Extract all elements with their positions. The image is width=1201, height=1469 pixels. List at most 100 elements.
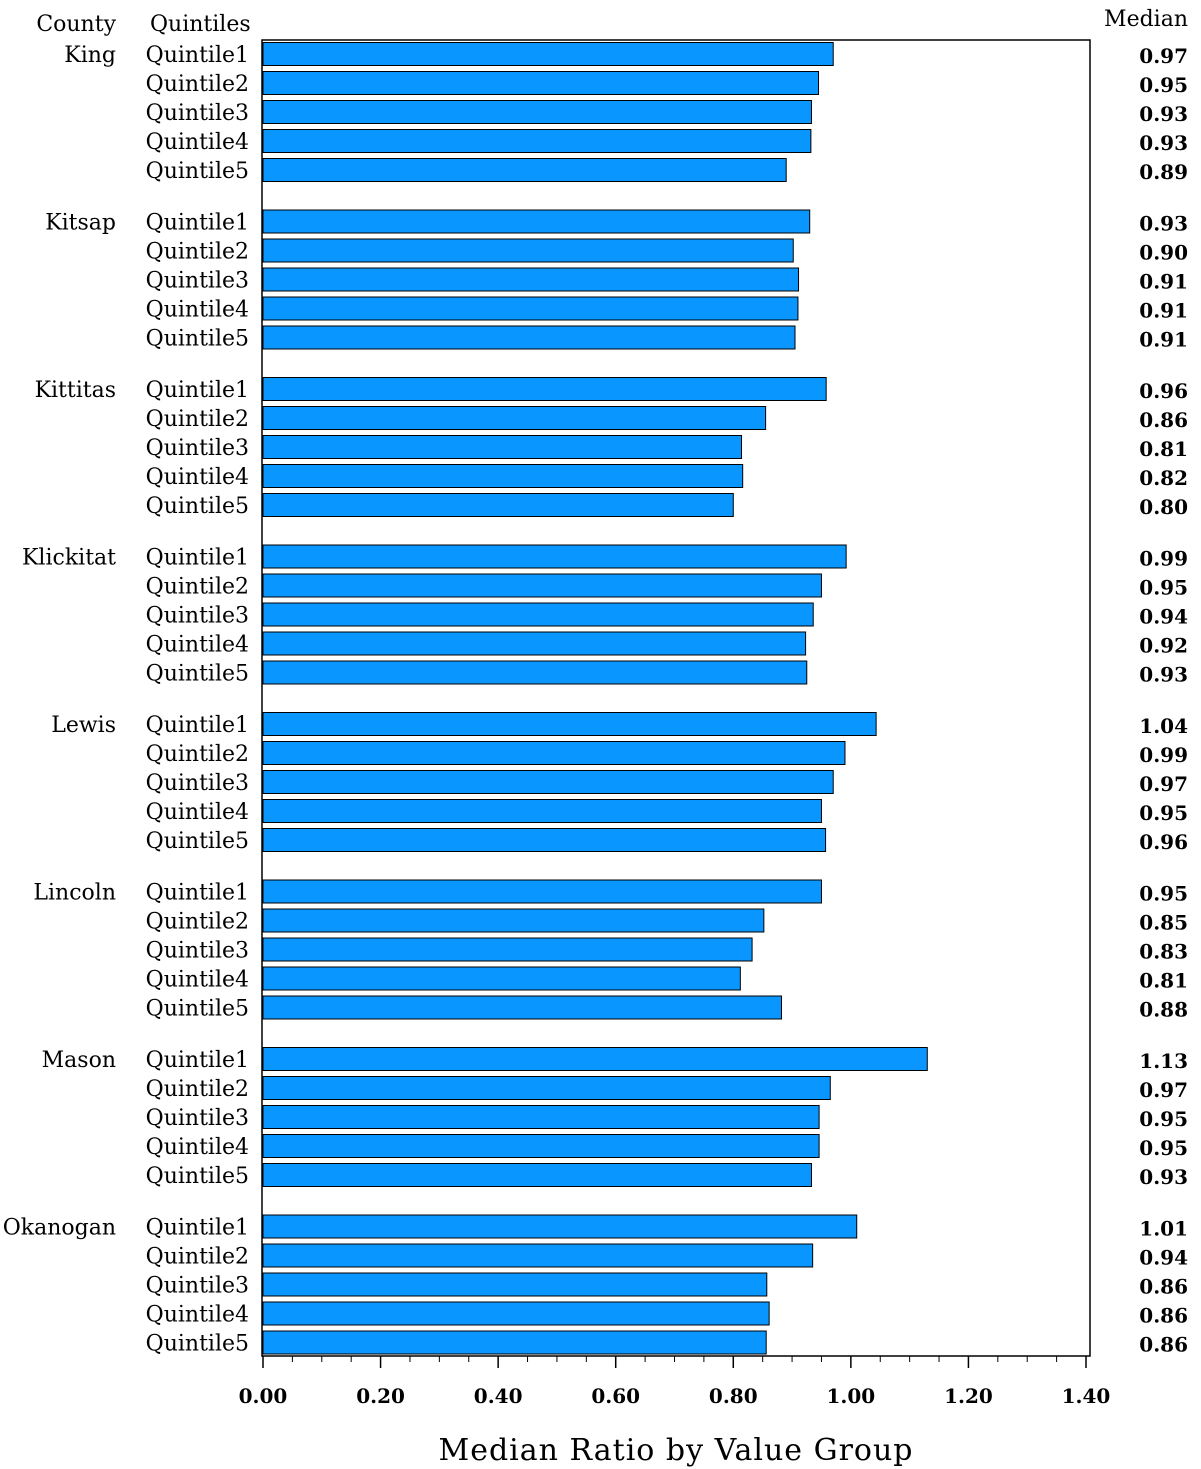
median-value-label: 0.95 <box>1139 882 1188 906</box>
median-value-label: 0.93 <box>1139 663 1188 687</box>
quintile-label: Quintile5 <box>146 327 249 352</box>
quintile-label: Quintile1 <box>146 1216 249 1241</box>
quintile-label: Quintile1 <box>146 713 249 738</box>
median-value-label: 0.86 <box>1139 1275 1188 1299</box>
x-tick-label: 1.20 <box>944 1384 993 1408</box>
quintile-label: Quintile1 <box>146 211 249 236</box>
bar <box>262 325 796 350</box>
quintile-label: Quintile4 <box>146 968 249 993</box>
median-value-label: 0.96 <box>1139 830 1188 854</box>
county-label: Lewis <box>51 713 116 738</box>
quintile-label: Quintile4 <box>146 1135 249 1160</box>
quintile-label: Quintile4 <box>146 800 249 825</box>
median-value-label: 0.91 <box>1139 328 1188 352</box>
median-value-label: 0.93 <box>1139 212 1188 236</box>
quintile-label: Quintile3 <box>146 101 249 126</box>
bar <box>262 1301 770 1326</box>
quintile-label: Quintile5 <box>146 1164 249 1189</box>
bar <box>262 209 811 234</box>
county-label: Okanogan <box>3 1216 116 1241</box>
county-label: King <box>64 43 116 68</box>
median-value-label: 0.86 <box>1139 1333 1188 1357</box>
median-value-label: 0.97 <box>1139 1078 1188 1102</box>
median-value-label: 1.04 <box>1139 714 1188 738</box>
bar <box>262 937 753 962</box>
quintile-label: Quintile4 <box>146 130 249 155</box>
bar <box>262 573 822 598</box>
bar <box>262 741 846 765</box>
x-tick-label: 0.80 <box>709 1384 758 1408</box>
quintile-label: Quintile1 <box>146 43 249 68</box>
median-value-label: 1.13 <box>1139 1049 1188 1073</box>
county-header: County <box>36 12 116 37</box>
median-value-label: 0.97 <box>1139 772 1188 796</box>
quintile-label: Quintile1 <box>146 1048 249 1073</box>
county-label: Kitsap <box>45 211 116 236</box>
median-value-label: 0.81 <box>1139 437 1188 461</box>
bar <box>262 435 743 459</box>
bar <box>262 602 814 627</box>
county-label: Mason <box>42 1048 116 1073</box>
bar <box>262 770 834 794</box>
county-label: Lincoln <box>33 881 116 906</box>
median-value-label: 0.99 <box>1139 743 1188 767</box>
quintile-label: Quintile2 <box>146 1245 249 1270</box>
x-tick-label: 0.00 <box>239 1384 288 1408</box>
quintile-label: Quintile4 <box>146 465 249 490</box>
median-value-label: 0.86 <box>1139 408 1188 432</box>
quintile-label: Quintile1 <box>146 546 249 571</box>
bar <box>262 129 812 153</box>
median-value-label: 0.91 <box>1139 270 1188 294</box>
median-value-label: 0.89 <box>1139 160 1188 184</box>
quintile-label: Quintile3 <box>146 1274 249 1299</box>
x-axis-title: Median Ratio by Value Group <box>438 1433 913 1468</box>
median-value-label: 0.94 <box>1139 1246 1188 1270</box>
bar <box>262 464 744 488</box>
median-value-label: 0.95 <box>1139 1107 1188 1131</box>
bar <box>262 966 741 991</box>
median-value-label: 0.88 <box>1139 998 1188 1022</box>
median-value-label: 0.94 <box>1139 605 1188 629</box>
bar <box>262 267 800 292</box>
quintiles-header: Quintiles <box>150 12 251 37</box>
median-value-label: 1.01 <box>1139 1217 1188 1241</box>
quintile-label: Quintile3 <box>146 604 249 629</box>
x-tick-label: 0.20 <box>356 1384 405 1408</box>
median-value-label: 0.92 <box>1139 634 1188 658</box>
quintile-label: Quintile5 <box>146 159 249 184</box>
quintile-label: Quintile2 <box>146 575 249 600</box>
median-value-label: 0.97 <box>1139 44 1188 68</box>
quintile-label: Quintile3 <box>146 1106 249 1131</box>
quintile-label: Quintile4 <box>146 298 249 323</box>
x-axis: 0.00 0.20 0.40 0.60 0.80 1.00 1.20 1.40 <box>239 1356 1110 1408</box>
bar <box>262 1134 820 1158</box>
quintile-label: Quintile3 <box>146 939 249 964</box>
bar <box>262 1243 814 1268</box>
quintile-label: Quintile1 <box>146 378 249 403</box>
bar <box>262 995 782 1020</box>
median-value-label: 0.86 <box>1139 1304 1188 1328</box>
quintile-label: Quintile5 <box>146 829 249 854</box>
median-value-label: 0.93 <box>1139 131 1188 155</box>
quintile-label: Quintile5 <box>146 997 249 1022</box>
median-value-label: 0.85 <box>1139 911 1188 935</box>
quintile-label: Quintile3 <box>146 436 249 461</box>
quintile-label: Quintile4 <box>146 633 249 658</box>
bar <box>262 100 812 124</box>
bar <box>262 158 787 182</box>
bar <box>262 1214 858 1239</box>
median-header: Median <box>1104 7 1188 32</box>
bar <box>262 1272 768 1297</box>
median-value-label: 0.95 <box>1139 1136 1188 1160</box>
bars-layer <box>262 42 928 1355</box>
bar <box>262 879 822 904</box>
quintile-label: Quintile3 <box>146 771 249 796</box>
bar <box>262 406 767 430</box>
median-value-label: 0.99 <box>1139 547 1188 571</box>
bar <box>262 1076 831 1100</box>
bar <box>262 1105 820 1129</box>
quintile-label: Quintile5 <box>146 494 249 519</box>
bar <box>262 828 827 852</box>
quintile-label: Quintile2 <box>146 910 249 935</box>
bar <box>262 1163 812 1187</box>
